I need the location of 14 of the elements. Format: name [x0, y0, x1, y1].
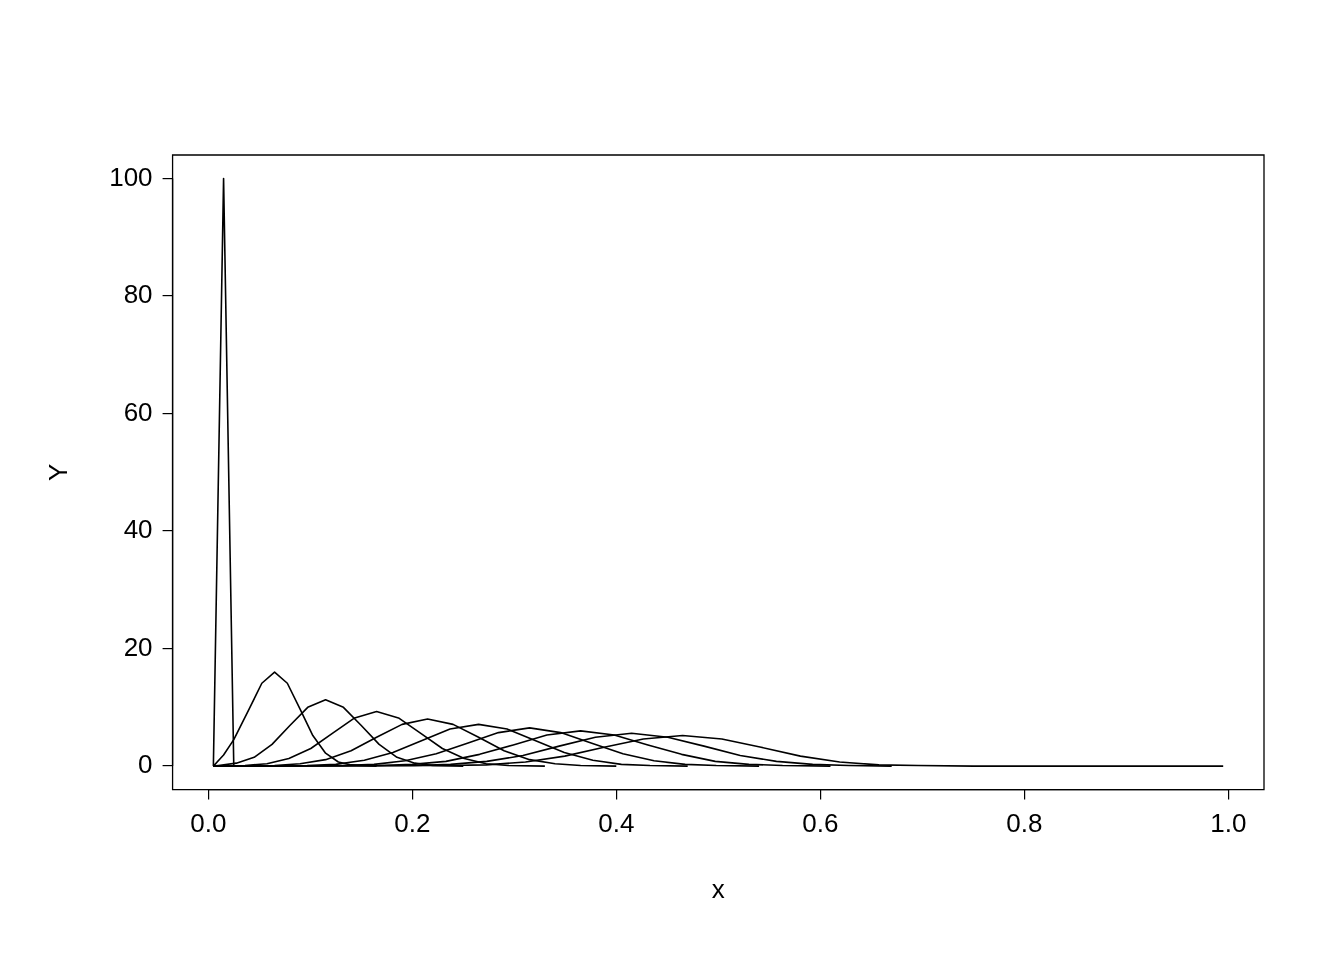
y-tick-label: 80	[123, 279, 153, 310]
x-tick-label: 0.8	[1006, 808, 1043, 839]
y-tick-label: 0	[138, 749, 153, 780]
x-tick-label: 1.0	[1210, 808, 1247, 839]
y-tick-label: 20	[123, 631, 153, 662]
y-tick-label: 100	[109, 161, 153, 192]
x-tick-label: 0.6	[802, 808, 839, 839]
x-tick-label: 0.4	[598, 808, 635, 839]
x-tick-label: 0.0	[190, 808, 227, 839]
y-axis-title: Y	[42, 463, 73, 481]
x-tick-label: 0.2	[394, 808, 431, 839]
x-axis-title: x	[711, 873, 725, 904]
y-tick-label: 60	[123, 396, 153, 427]
y-tick-label: 40	[123, 514, 153, 545]
